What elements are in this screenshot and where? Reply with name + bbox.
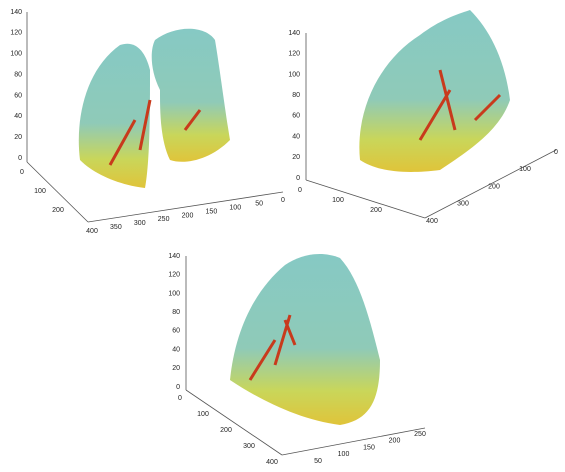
axis-tick-label: 0 [20, 169, 24, 176]
z-tick-label: 20 [292, 154, 300, 161]
axis-tick-label: 250 [414, 431, 426, 438]
z-tick-label: 140 [168, 253, 180, 260]
axis-tick-label: 200 [389, 438, 401, 445]
z-tick-label: 140 [288, 30, 300, 37]
z-tick-label: 80 [292, 92, 300, 99]
z-tick-label: 100 [288, 71, 300, 78]
z-tick-label: 0 [176, 384, 180, 391]
surface-3 [186, 254, 425, 455]
z-tick-label: 60 [14, 92, 22, 99]
figure: 0204060801001201400100200400350300250200… [0, 0, 565, 467]
axis-tick-label: 50 [314, 458, 322, 465]
axis-tick-label: 100 [338, 451, 350, 458]
z-tick-label: 100 [10, 51, 22, 58]
axis-tick-label: 0 [281, 197, 285, 204]
z-tick-label: 80 [172, 309, 180, 316]
axis-tick-label: 0 [554, 149, 558, 156]
z-tick-label: 120 [168, 272, 180, 279]
surface-1 [27, 12, 283, 222]
axis-tick-label: 400 [266, 459, 278, 466]
z-tick-label: 60 [292, 113, 300, 120]
axis-tick-label: 200 [52, 207, 64, 214]
z-tick-label: 120 [288, 51, 300, 58]
axis-tick-label: 300 [457, 201, 469, 208]
surface-2 [306, 10, 556, 218]
axis-tick-label: 400 [86, 228, 98, 235]
axis-tick-label: 100 [229, 205, 241, 212]
axis-tick-label: 150 [363, 444, 375, 451]
z-tick-label: 0 [18, 155, 22, 162]
z-tick-label: 20 [14, 134, 22, 141]
z-tick-label: 40 [14, 113, 22, 120]
axis-tick-label: 150 [206, 208, 218, 215]
axis-tick-label: 200 [488, 183, 500, 190]
axis-tick-label: 250 [158, 216, 170, 223]
axis-tick-label: 300 [134, 220, 146, 227]
axis-tick-label: 0 [178, 395, 182, 402]
axis-tick-label: 350 [110, 224, 122, 231]
axis-tick-label: 100 [332, 197, 344, 204]
axis-tick-label: 100 [197, 411, 209, 418]
z-tick-label: 40 [172, 346, 180, 353]
z-tick-label: 40 [292, 133, 300, 140]
z-tick-label: 140 [10, 9, 22, 16]
axis-tick-label: 100 [519, 166, 531, 173]
axis-tick-label: 300 [243, 443, 255, 450]
axis-tick-label: 0 [298, 187, 302, 194]
z-tick-label: 120 [10, 30, 22, 37]
z-tick-label: 60 [172, 328, 180, 335]
axis-tick-label: 200 [182, 212, 194, 219]
z-tick-label: 80 [14, 71, 22, 78]
axis-tick-label: 200 [220, 427, 232, 434]
z-tick-label: 100 [168, 290, 180, 297]
axis-tick-label: 200 [370, 207, 382, 214]
z-tick-label: 0 [296, 175, 300, 182]
axis-tick-label: 50 [255, 201, 263, 208]
axis-tick-label: 400 [426, 218, 438, 225]
z-tick-label: 20 [172, 365, 180, 372]
axis-tick-label: 100 [34, 188, 46, 195]
